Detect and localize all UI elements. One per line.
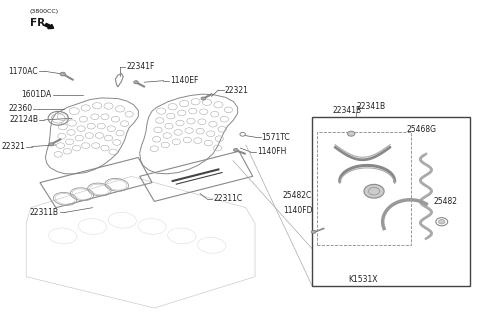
Text: 22311B: 22311B [30,208,59,217]
Bar [312,117,470,286]
Text: 22341B: 22341B [357,102,385,111]
Text: 22311C: 22311C [214,194,242,203]
Text: 1571TC: 1571TC [262,133,290,142]
Circle shape [134,81,138,84]
Text: 25482: 25482 [433,197,457,206]
Text: 25482C: 25482C [283,191,312,200]
Circle shape [201,97,205,100]
Text: (3800CC): (3800CC) [30,9,59,14]
Text: 22124B: 22124B [9,115,38,124]
Circle shape [233,148,238,152]
Text: 22321: 22321 [1,142,25,151]
Circle shape [348,131,355,136]
Text: 22341F: 22341F [126,62,155,71]
Text: 1140FH: 1140FH [257,147,286,156]
Text: 1601DA: 1601DA [22,90,52,99]
Text: 22341B: 22341B [333,106,362,115]
Circle shape [312,230,316,233]
Text: K1531X: K1531X [348,275,377,284]
FancyArrow shape [44,24,54,29]
Text: 22360: 22360 [9,104,33,113]
Text: 1140FD: 1140FD [283,206,312,215]
Circle shape [439,220,445,224]
Text: FR: FR [30,18,45,28]
Text: 22321: 22321 [225,86,249,94]
Text: 1170AC: 1170AC [9,67,38,76]
Text: 25468G: 25468G [406,125,436,134]
Circle shape [364,184,384,198]
Text: 1140EF: 1140EF [170,76,198,85]
Circle shape [60,72,66,76]
Bar [317,132,411,245]
Circle shape [49,143,54,146]
